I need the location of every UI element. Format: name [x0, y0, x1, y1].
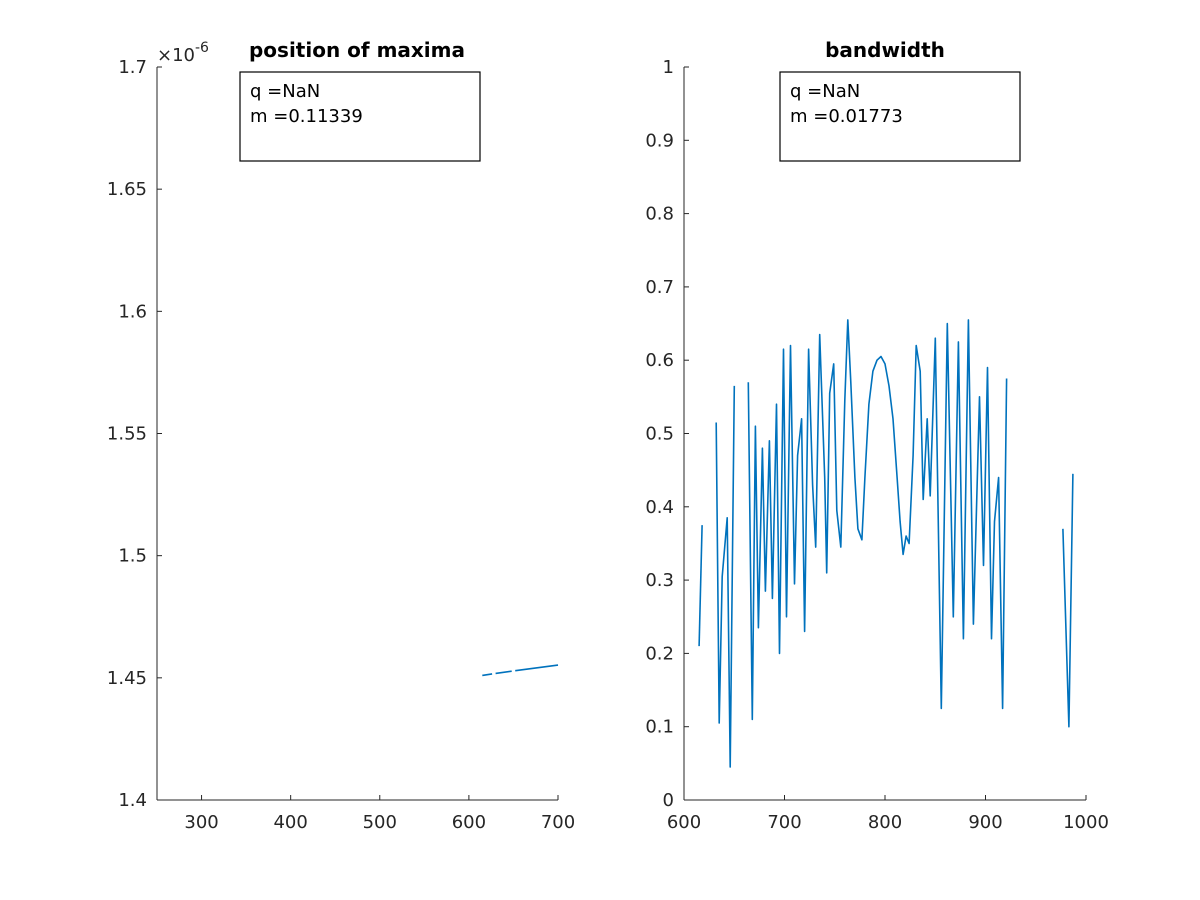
series-line	[698, 525, 703, 647]
x-tick-label: 300	[184, 812, 218, 833]
x-tick-label: 900	[968, 812, 1002, 833]
y-exponent-power: -6	[195, 40, 209, 56]
y-tick-label: 0.5	[645, 424, 674, 445]
y-tick-label: 1.7	[118, 57, 147, 78]
svg-text:×10-6: ×10-6	[157, 40, 209, 66]
annotation-line-m: m =0.01773	[790, 106, 903, 127]
y-tick-label: 0.9	[645, 130, 674, 151]
x-tick-label: 700	[767, 812, 801, 833]
ticks: 300 400 500 600 700 1.4 1.45 1.5 1.55 1.6 1.65 1.7	[107, 57, 575, 833]
y-exponent-label: ×10-6	[157, 40, 209, 66]
series-line	[1062, 473, 1074, 728]
y-tick-label: 1.5	[118, 546, 147, 567]
chart-title: bandwidth	[825, 38, 945, 62]
series-line	[482, 673, 493, 677]
series-line	[495, 670, 512, 675]
chart-bandwidth: bandwidth 600 700 800 900 1000 0 0.1 0.2 0.3 0.4 0…	[645, 38, 1109, 833]
x-tick-label: 700	[541, 812, 575, 833]
y-tick-label: 0.7	[645, 277, 674, 298]
y-tick-label: 1.4	[118, 790, 147, 811]
annotation-box-frame	[779, 71, 1021, 162]
y-tick-label: 0.3	[645, 570, 674, 591]
annotation-line-m: m =0.11339	[250, 106, 363, 127]
ticks: 600 700 800 900 1000 0 0.1 0.2 0.3 0.4 0.5 0.6 0.7 0.…	[645, 57, 1109, 833]
y-tick-label: 0.6	[645, 350, 674, 371]
y-exponent-base: ×10	[157, 45, 195, 66]
y-tick-label: 0.2	[645, 643, 674, 664]
y-tick-label: 0.4	[645, 497, 674, 518]
y-tick-label: 0	[663, 790, 674, 811]
series-line	[747, 319, 1008, 721]
chart-position-of-maxima: position of maxima 300 400 500 600 700 1.4 1.4…	[107, 38, 575, 833]
plot-area	[482, 664, 559, 677]
chart-title: position of maxima	[249, 38, 465, 62]
plot-area	[698, 319, 1074, 768]
y-tick-label: 1.45	[107, 668, 147, 689]
x-tick-label: 1000	[1063, 812, 1109, 833]
annotation-box: q =NaN m =0.01773	[779, 71, 1021, 162]
x-tick-label: 600	[452, 812, 486, 833]
y-tick-label: 1.55	[107, 424, 147, 445]
y-tick-label: 1	[663, 57, 674, 78]
series-line	[715, 385, 736, 768]
annotation-line-q: q =NaN	[790, 81, 860, 102]
y-tick-label: 0.8	[645, 204, 674, 225]
annotation-line-q: q =NaN	[250, 81, 320, 102]
series-line	[515, 664, 559, 672]
x-tick-label: 400	[273, 812, 307, 833]
y-tick-label: 1.65	[107, 179, 147, 200]
x-tick-label: 600	[667, 812, 701, 833]
x-tick-label: 800	[868, 812, 902, 833]
y-tick-label: 1.6	[118, 301, 147, 322]
annotation-box: q =NaN m =0.11339	[239, 71, 481, 162]
annotation-box-frame	[239, 71, 481, 162]
y-tick-label: 0.1	[645, 717, 674, 738]
x-tick-label: 500	[363, 812, 397, 833]
